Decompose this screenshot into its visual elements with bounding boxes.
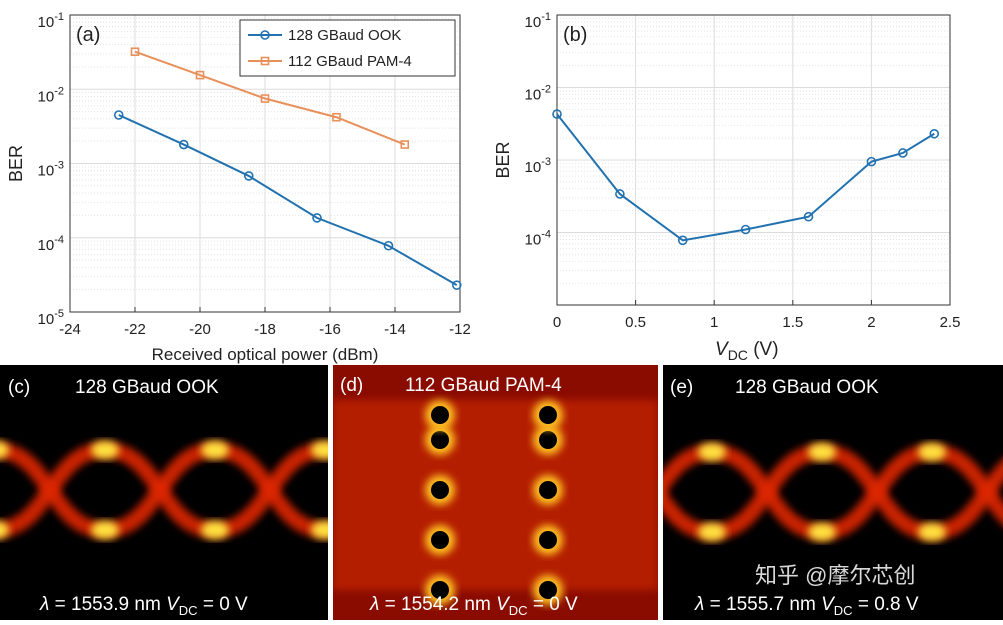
- marker: [113, 110, 124, 120]
- y-tick-label: 10-2: [525, 84, 551, 104]
- eye-hotspot: [201, 521, 229, 539]
- y-tick-label: 10-3: [38, 160, 64, 180]
- eye-opening: [539, 406, 557, 424]
- marker: [260, 94, 270, 103]
- eye-opening: [539, 481, 557, 499]
- marker: [332, 112, 341, 122]
- x-tick-label: -22: [124, 321, 146, 338]
- eye-pattern: [0, 441, 328, 539]
- x-axis-label: Received optical power (dBm): [152, 345, 379, 364]
- x-tick-label: -24: [59, 321, 81, 338]
- x-tick-label: -14: [384, 321, 406, 338]
- marker: [677, 235, 688, 246]
- marker: [451, 280, 462, 290]
- x-tick-label: -12: [449, 321, 471, 338]
- panel-caption: λ = 1553.9 nm VDC = 0 V: [39, 594, 248, 618]
- marker: [866, 156, 877, 167]
- eye-hotspot: [698, 443, 726, 461]
- legend-label: 112 GBaud PAM-4: [288, 53, 412, 70]
- x-tick-label: -20: [189, 321, 211, 338]
- y-tick-label: 10-4: [525, 229, 551, 249]
- eye-opening: [539, 431, 557, 449]
- marker: [243, 171, 254, 181]
- legend-label: 128 GBaud OOK: [288, 27, 401, 44]
- y-tick-label: 10-1: [38, 11, 64, 31]
- panel-title: 112 GBaud PAM-4: [405, 375, 562, 396]
- eye-opening: [431, 531, 449, 549]
- x-tick-label: 2: [867, 314, 875, 331]
- panel-label: (d): [340, 375, 363, 396]
- marker: [312, 213, 322, 223]
- eye-hotspot: [201, 441, 229, 459]
- eye-hotspot: [311, 441, 328, 459]
- marker: [615, 189, 625, 199]
- x-tick-label: 0.5: [625, 314, 646, 331]
- marker: [898, 148, 908, 158]
- panel-caption: λ = 1555.7 nm VDC = 0.8 V: [694, 594, 919, 618]
- eye-opening: [431, 406, 449, 424]
- eye-hotspot: [808, 523, 836, 541]
- panel-label: (a): [76, 24, 100, 46]
- y-tick-label: 10-1: [525, 11, 551, 31]
- watermark: 知乎 @摩尔芯创: [755, 563, 915, 588]
- x-tick-label: 1: [710, 314, 718, 331]
- series-line: [118, 114, 458, 287]
- marker: [130, 47, 140, 57]
- x-tick-label: 0: [553, 314, 561, 331]
- plot-frame: [556, 14, 951, 306]
- marker: [552, 109, 562, 119]
- marker: [929, 128, 940, 139]
- eye-opening: [539, 581, 557, 599]
- plot-frame: [69, 14, 461, 313]
- eye-opening: [431, 581, 449, 599]
- series-line: [134, 50, 406, 146]
- legend-box: [239, 19, 456, 77]
- panel-label: (b): [563, 24, 587, 46]
- eye-pattern: [333, 400, 658, 605]
- x-axis-label: VDC (V): [715, 339, 779, 363]
- eye-hotspot: [311, 521, 328, 539]
- marker: [400, 140, 410, 149]
- eye-hotspot: [808, 443, 836, 461]
- x-tick-label: 2.5: [940, 314, 961, 331]
- panel-title: 128 GBaud OOK: [735, 377, 879, 398]
- x-tick-label: 1.5: [782, 314, 803, 331]
- panel-label: (c): [8, 377, 30, 398]
- eye-hotspot: [0, 521, 9, 539]
- eye-hotspot: [918, 443, 946, 461]
- series-line: [556, 113, 935, 242]
- eye-opening: [431, 431, 449, 449]
- eye-hotspot: [698, 523, 726, 541]
- marker: [383, 240, 394, 251]
- marker: [195, 70, 205, 80]
- eye-opening: [539, 531, 557, 549]
- y-tick-label: 10-5: [38, 308, 64, 328]
- marker: [740, 224, 751, 235]
- eye-pattern: [663, 443, 1003, 541]
- legend-marker: [260, 56, 270, 66]
- eye-noise: [333, 400, 658, 590]
- marker: [178, 139, 189, 150]
- panel-title: 128 GBaud OOK: [75, 377, 219, 398]
- y-axis-label: BER: [6, 145, 26, 182]
- marker: [803, 211, 814, 222]
- eye-hotspot: [91, 521, 119, 539]
- eye-hotspot: [918, 523, 946, 541]
- y-tick-label: 10-3: [525, 156, 551, 176]
- eye-panel-bg: [663, 365, 1003, 620]
- y-tick-label: 10-4: [38, 234, 64, 254]
- x-tick-label: -16: [319, 321, 341, 338]
- y-tick-label: 10-2: [38, 85, 64, 105]
- y-axis-label: BER: [493, 141, 513, 178]
- panel-caption: λ = 1554.2 nm VDC = 0 V: [369, 594, 578, 618]
- eye-hotspot: [0, 441, 9, 459]
- eye-opening: [431, 481, 449, 499]
- eye-diagrams: (c) 128 GBaud OOK λ = 1553.9 nm VDC = 0 …: [0, 365, 1003, 620]
- panel-label: (e): [670, 377, 693, 398]
- legend-marker: [260, 30, 270, 40]
- eye-hotspot: [91, 441, 119, 459]
- x-tick-label: -18: [254, 321, 276, 338]
